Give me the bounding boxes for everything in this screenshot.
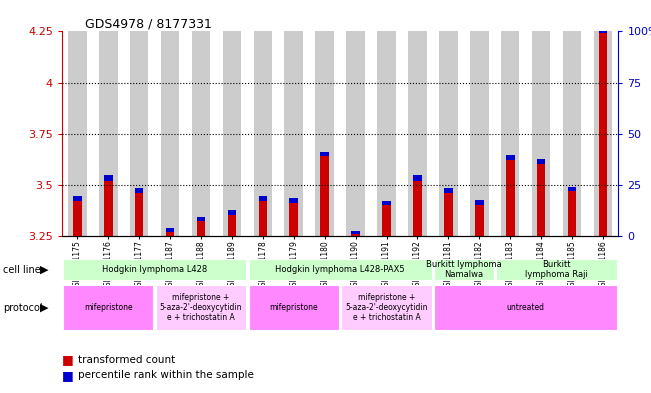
- Bar: [156, 285, 246, 330]
- Bar: [537, 159, 546, 164]
- Bar: [99, 31, 117, 236]
- Bar: [228, 215, 236, 236]
- Bar: [104, 181, 113, 236]
- Bar: [249, 259, 432, 280]
- Text: transformed count: transformed count: [78, 354, 175, 365]
- Bar: [599, 33, 607, 236]
- Bar: [191, 31, 210, 236]
- Bar: [352, 234, 360, 236]
- Text: protocol: protocol: [3, 303, 43, 312]
- Bar: [166, 228, 174, 232]
- Bar: [63, 259, 246, 280]
- Text: percentile rank within the sample: percentile rank within the sample: [78, 370, 254, 380]
- Bar: [290, 198, 298, 203]
- Bar: [320, 152, 329, 156]
- Bar: [249, 285, 339, 330]
- Bar: [562, 31, 581, 236]
- Text: mifepristone +
5-aza-2'-deoxycytidin
e + trichostatin A: mifepristone + 5-aza-2'-deoxycytidin e +…: [159, 293, 242, 322]
- Bar: [253, 31, 272, 236]
- Bar: [506, 155, 514, 160]
- Bar: [413, 175, 422, 181]
- Bar: [223, 31, 241, 236]
- Bar: [434, 259, 493, 280]
- Bar: [315, 31, 334, 236]
- Bar: [290, 203, 298, 236]
- Bar: [439, 31, 458, 236]
- Bar: [506, 160, 514, 236]
- Bar: [197, 222, 205, 236]
- Bar: [258, 201, 267, 236]
- Bar: [73, 201, 81, 236]
- Bar: [434, 285, 617, 330]
- Text: ▶: ▶: [40, 264, 49, 275]
- Bar: [197, 217, 205, 222]
- Bar: [382, 201, 391, 205]
- Bar: [475, 205, 484, 236]
- Text: Burkitt
lymphoma Raji: Burkitt lymphoma Raji: [525, 260, 588, 279]
- Bar: [341, 285, 432, 330]
- Bar: [382, 205, 391, 236]
- Bar: [166, 232, 174, 236]
- Text: mifepristone: mifepristone: [270, 303, 318, 312]
- Bar: [496, 259, 617, 280]
- Bar: [408, 31, 426, 236]
- Bar: [599, 23, 607, 33]
- Bar: [444, 193, 452, 236]
- Text: ■: ■: [62, 353, 74, 366]
- Text: mifepristone +
5-aza-2'-deoxycytidin
e + trichostatin A: mifepristone + 5-aza-2'-deoxycytidin e +…: [345, 293, 428, 322]
- Bar: [444, 188, 452, 193]
- Text: Burkitt lymphoma
Namalwa: Burkitt lymphoma Namalwa: [426, 260, 502, 279]
- Bar: [475, 200, 484, 205]
- Bar: [284, 31, 303, 236]
- Bar: [161, 31, 179, 236]
- Text: Hodgkin lymphoma L428: Hodgkin lymphoma L428: [102, 265, 207, 274]
- Bar: [130, 31, 148, 236]
- Text: Hodgkin lymphoma L428-PAX5: Hodgkin lymphoma L428-PAX5: [275, 265, 405, 274]
- Bar: [537, 164, 546, 236]
- Bar: [258, 196, 267, 201]
- Bar: [73, 196, 81, 201]
- Bar: [320, 156, 329, 236]
- Bar: [104, 175, 113, 181]
- Bar: [532, 31, 550, 236]
- Text: ■: ■: [62, 369, 74, 382]
- Bar: [594, 31, 612, 236]
- Text: GDS4978 / 8177331: GDS4978 / 8177331: [85, 18, 212, 31]
- Bar: [228, 210, 236, 215]
- Text: mifepristone: mifepristone: [84, 303, 133, 312]
- Text: ▶: ▶: [40, 303, 49, 312]
- Bar: [568, 187, 576, 191]
- Bar: [346, 31, 365, 236]
- Text: cell line: cell line: [3, 264, 41, 275]
- Bar: [413, 181, 422, 236]
- Text: untreated: untreated: [506, 303, 545, 312]
- Bar: [135, 193, 143, 236]
- Bar: [470, 31, 488, 236]
- Bar: [568, 191, 576, 236]
- Bar: [68, 31, 87, 236]
- Bar: [135, 188, 143, 193]
- Bar: [501, 31, 519, 236]
- Bar: [377, 31, 396, 236]
- Bar: [63, 285, 154, 330]
- Bar: [352, 231, 360, 234]
